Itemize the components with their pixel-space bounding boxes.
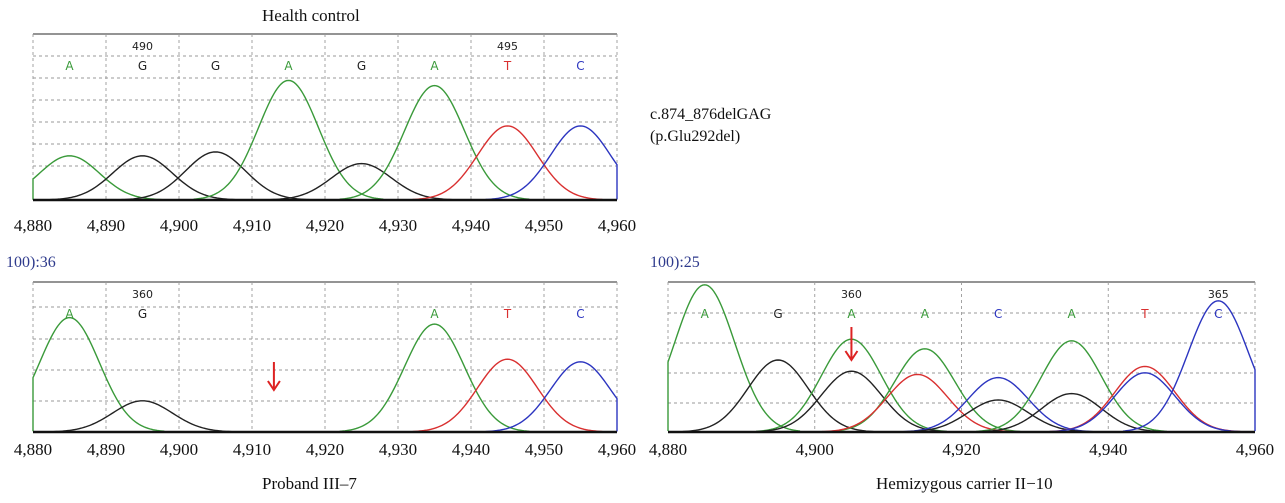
x-tick-label: 4,920	[306, 440, 344, 459]
peak-trace-G	[120, 151, 311, 201]
x-tick-label: 4,900	[160, 216, 198, 235]
deletion-arrow-head	[267, 380, 281, 392]
base-call-A: A	[65, 59, 74, 73]
peak-trace-C	[485, 125, 618, 201]
base-call-C: C	[1214, 307, 1222, 321]
peak-trace-C	[485, 361, 618, 433]
x-tick-label: 4,930	[379, 216, 417, 235]
peak-trace-A	[32, 316, 165, 432]
peak-trace-G	[902, 399, 1094, 433]
peak-trace-C	[1122, 300, 1256, 432]
base-position-label: 360	[132, 288, 153, 301]
variant-annotation: c.874_876delGAG (p.Glu292del)	[650, 104, 771, 148]
panel-hemizygous-carrier: A G A A C A T C 360 365 4,880 4,900 4,920 4,940 4,960	[649, 281, 1274, 459]
peak-trace-C	[1049, 372, 1241, 433]
panel-title-proband: Proband III–7	[262, 474, 357, 493]
peak-trace-T	[412, 125, 603, 201]
x-tick-label: 4,960	[598, 440, 636, 459]
x-tick-label: 4,920	[306, 216, 344, 235]
variant-cdna: c.874_876delGAG	[650, 106, 772, 123]
peak-trace-T	[822, 373, 1013, 433]
panel-title-hemizygous-carrier: Hemizygous carrier II−10	[876, 474, 1053, 493]
panel-proband: A G A T C 360 4,880 4,890 4,900 4,910 4,920 4,930 4,…	[14, 281, 636, 459]
base-call-C: C	[994, 307, 1002, 321]
base-call-T: T	[503, 59, 512, 73]
x-tick-label: 4,950	[525, 216, 563, 235]
base-position-label: 365	[1208, 288, 1229, 301]
base-call-A: A	[921, 307, 930, 321]
base-call-A: A	[1067, 307, 1076, 321]
peak-trace-A	[339, 84, 530, 200]
x-tick-label: 4,900	[160, 440, 198, 459]
variant-protein: (p.Glu292del)	[650, 128, 741, 145]
peak-trace-T	[412, 358, 603, 433]
peak-trace-G	[976, 392, 1167, 433]
base-call-T: T	[1140, 307, 1149, 321]
x-tick-label: 4,940	[452, 216, 490, 235]
x-tick-label: 4,880	[649, 440, 687, 459]
x-tick-label: 4,890	[87, 440, 125, 459]
peak-trace-A	[193, 79, 384, 200]
x-tick-label: 4,940	[1089, 440, 1127, 459]
peak-trace-T	[1049, 365, 1241, 433]
truncated-label-left: 100):36	[6, 254, 56, 271]
base-call-G: G	[211, 59, 220, 73]
base-call-G: G	[357, 59, 366, 73]
base-call-A: A	[430, 307, 439, 321]
peak-trace-A	[976, 340, 1167, 433]
base-call-G: G	[773, 307, 782, 321]
x-tick-label: 4,950	[525, 440, 563, 459]
peak-trace-A	[32, 155, 165, 201]
base-call-G: G	[138, 59, 147, 73]
base-position-label: 360	[841, 288, 862, 301]
panel-health-control: A G G A G A T C 490 495 4,880 4,890 4,900 4,910 4,920 4…	[14, 33, 636, 235]
x-tick-label: 4,890	[87, 216, 125, 235]
peak-trace-C	[902, 376, 1094, 433]
x-tick-label: 4,920	[942, 440, 980, 459]
x-tick-label: 4,960	[598, 216, 636, 235]
peak-trace-G	[756, 370, 947, 433]
panel-title-health-control: Health control	[262, 6, 360, 25]
peak-trace-G	[47, 400, 238, 433]
base-call-C: C	[576, 59, 584, 73]
peak-trace-G	[682, 359, 874, 433]
base-position-label: 490	[132, 40, 153, 53]
peak-trace-A	[339, 323, 530, 432]
peak-trace-A	[829, 348, 1021, 433]
base-call-C: C	[576, 307, 584, 321]
x-tick-label: 4,940	[452, 440, 490, 459]
x-tick-label: 4,930	[379, 440, 417, 459]
base-call-A: A	[430, 59, 439, 73]
base-call-A: A	[847, 307, 856, 321]
x-tick-label: 4,880	[14, 216, 52, 235]
truncated-label-right: 100):25	[650, 254, 700, 271]
peak-trace-G	[266, 162, 457, 201]
base-call-G: G	[138, 307, 147, 321]
x-tick-label: 4,880	[14, 440, 52, 459]
x-tick-label: 4,910	[233, 440, 271, 459]
x-tick-label: 4,900	[796, 440, 834, 459]
base-call-T: T	[503, 307, 512, 321]
x-tick-label: 4,960	[1236, 440, 1274, 459]
deletion-arrow-head	[844, 350, 859, 362]
base-call-A: A	[65, 307, 74, 321]
base-call-A: A	[701, 307, 710, 321]
peak-trace-G	[47, 155, 238, 201]
peak-trace-A	[667, 284, 801, 432]
x-tick-label: 4,910	[233, 216, 271, 235]
base-call-A: A	[284, 59, 293, 73]
base-position-label: 495	[497, 40, 518, 53]
